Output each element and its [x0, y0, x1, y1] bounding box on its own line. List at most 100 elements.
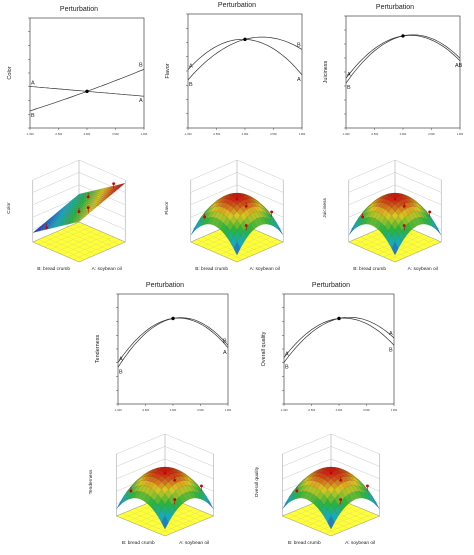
floor-grid	[282, 515, 332, 537]
wall-grid	[32, 184, 126, 205]
x-tick-label: -1.000	[114, 408, 122, 412]
floor-grid	[38, 239, 85, 260]
response-surface	[32, 182, 126, 233]
wall-grid	[348, 159, 442, 181]
surface-cell	[348, 224, 356, 236]
x-tick-label: 0.000	[170, 408, 177, 412]
series-label: A	[139, 98, 143, 104]
plot-title: Perturbation	[217, 2, 257, 9]
y-axis-label: Juiciness	[323, 60, 329, 83]
z-axis-label: Overall quality	[254, 466, 260, 497]
design-point	[244, 204, 248, 208]
surface-cell	[206, 498, 214, 510]
floor-grid	[294, 510, 344, 532]
floor-grid	[288, 513, 338, 534]
floor-grid	[394, 241, 442, 263]
floor-grid	[32, 241, 80, 263]
series-line-B	[345, 34, 461, 84]
y-axis-label: A: soybean oil	[179, 540, 209, 546]
series-label: B	[389, 347, 393, 353]
response-surface	[282, 466, 380, 530]
floor-grid	[312, 508, 362, 529]
floor-grid	[152, 510, 202, 532]
design-point	[173, 478, 177, 482]
design-point	[129, 489, 133, 493]
perturbation-plot-overall: Perturbation -1.000 -0.500 0.000 0.500 1.000…	[256, 280, 406, 420]
series-label: A	[347, 72, 351, 78]
x-tick-label: -1.000	[26, 132, 34, 136]
surface-cell	[282, 498, 290, 510]
x-tick-label: -0.500	[308, 408, 316, 412]
floor-grid	[318, 510, 368, 532]
surface-cell	[161, 515, 169, 530]
series-label: B	[285, 364, 289, 370]
x-tick-label: 1.000	[391, 408, 398, 412]
plot-frame	[187, 13, 303, 129]
wall-grid	[190, 184, 284, 205]
floor-grid	[55, 231, 103, 253]
wall-grid	[282, 433, 380, 455]
z-axis-label: Tenderness	[88, 469, 94, 494]
surface-cell	[327, 515, 335, 530]
floor-grid	[202, 236, 249, 258]
design-point	[339, 478, 343, 482]
design-point	[86, 206, 90, 210]
wall-grid	[116, 458, 214, 479]
x-axis-label: B: bread crumb	[353, 266, 386, 272]
surface-svg: Color B: bread crumb A: soybean oil	[6, 159, 126, 272]
y-axis-label: Color	[7, 66, 13, 79]
series-label: B	[347, 85, 351, 91]
surface-svg: Tenderness B: bread crumb A: soybean oil	[88, 433, 215, 546]
wall-grid	[190, 159, 284, 181]
floor-grid	[231, 239, 278, 260]
x-tick-label: 0.000	[242, 132, 249, 136]
series-label: B	[139, 62, 143, 68]
plot-title: Perturbation	[59, 6, 99, 13]
x-tick-label: 1.000	[225, 408, 232, 412]
y-axis-label: A: soybean oil	[408, 266, 438, 272]
floor-grid	[225, 236, 272, 258]
x-tick-label: 1.000	[299, 132, 306, 136]
wall-grid	[282, 446, 380, 467]
x-tick-label: 0.500	[363, 408, 370, 412]
series-line-A	[117, 317, 229, 363]
floor-grid	[196, 239, 243, 260]
y-axis-label: A: soybean oil	[250, 266, 280, 272]
perturbation-svg: -1.000 -0.500 0.000 0.500 1.000 Overall quali…	[261, 293, 398, 412]
design-point	[402, 224, 406, 227]
wall-grid	[116, 446, 214, 467]
wall-grid	[32, 172, 126, 193]
wall-grid	[348, 184, 442, 205]
surface-cell	[116, 498, 124, 510]
wall-grid	[190, 172, 284, 193]
perturbation-plot-juiciness: Perturbation -1.000 -0.500 0.000 0.500 1.000…	[318, 2, 472, 144]
x-axis-label: B: bread crumb	[195, 266, 228, 272]
series-label: B	[189, 82, 193, 88]
x-tick-label: 1.000	[457, 132, 464, 136]
floor-grid	[78, 241, 126, 263]
z-axis-label: Juiciness	[322, 198, 328, 218]
perturbation-plot-flavor: Perturbation -1.000 -0.500 0.000 0.500 1.000…	[160, 0, 314, 144]
plot-frame	[283, 293, 395, 405]
y-axis-label: Flavor	[165, 63, 171, 78]
x-tick-label: -1.000	[184, 132, 192, 136]
series-line-B	[283, 316, 395, 363]
design-point	[270, 210, 274, 214]
floor-grid	[116, 515, 166, 537]
surface-plot-flavor: Flavor B: bread crumb A: soybean oil	[160, 144, 314, 276]
surface-cell	[190, 224, 198, 236]
design-point	[203, 215, 207, 219]
series-line-A	[187, 38, 303, 76]
floor-grid	[122, 513, 172, 534]
floor-grid	[190, 241, 238, 263]
plot-title: Perturbation	[145, 282, 185, 289]
design-point	[77, 210, 81, 214]
reference-point	[243, 37, 247, 42]
floor-grid	[330, 515, 380, 537]
design-point	[163, 471, 167, 475]
series-label: A	[297, 77, 301, 83]
surface-svg: Overall quality B: bread crumb A: soybean …	[254, 433, 381, 546]
design-point	[244, 224, 248, 227]
floor-grid	[164, 515, 214, 537]
floor-grid	[128, 510, 178, 532]
